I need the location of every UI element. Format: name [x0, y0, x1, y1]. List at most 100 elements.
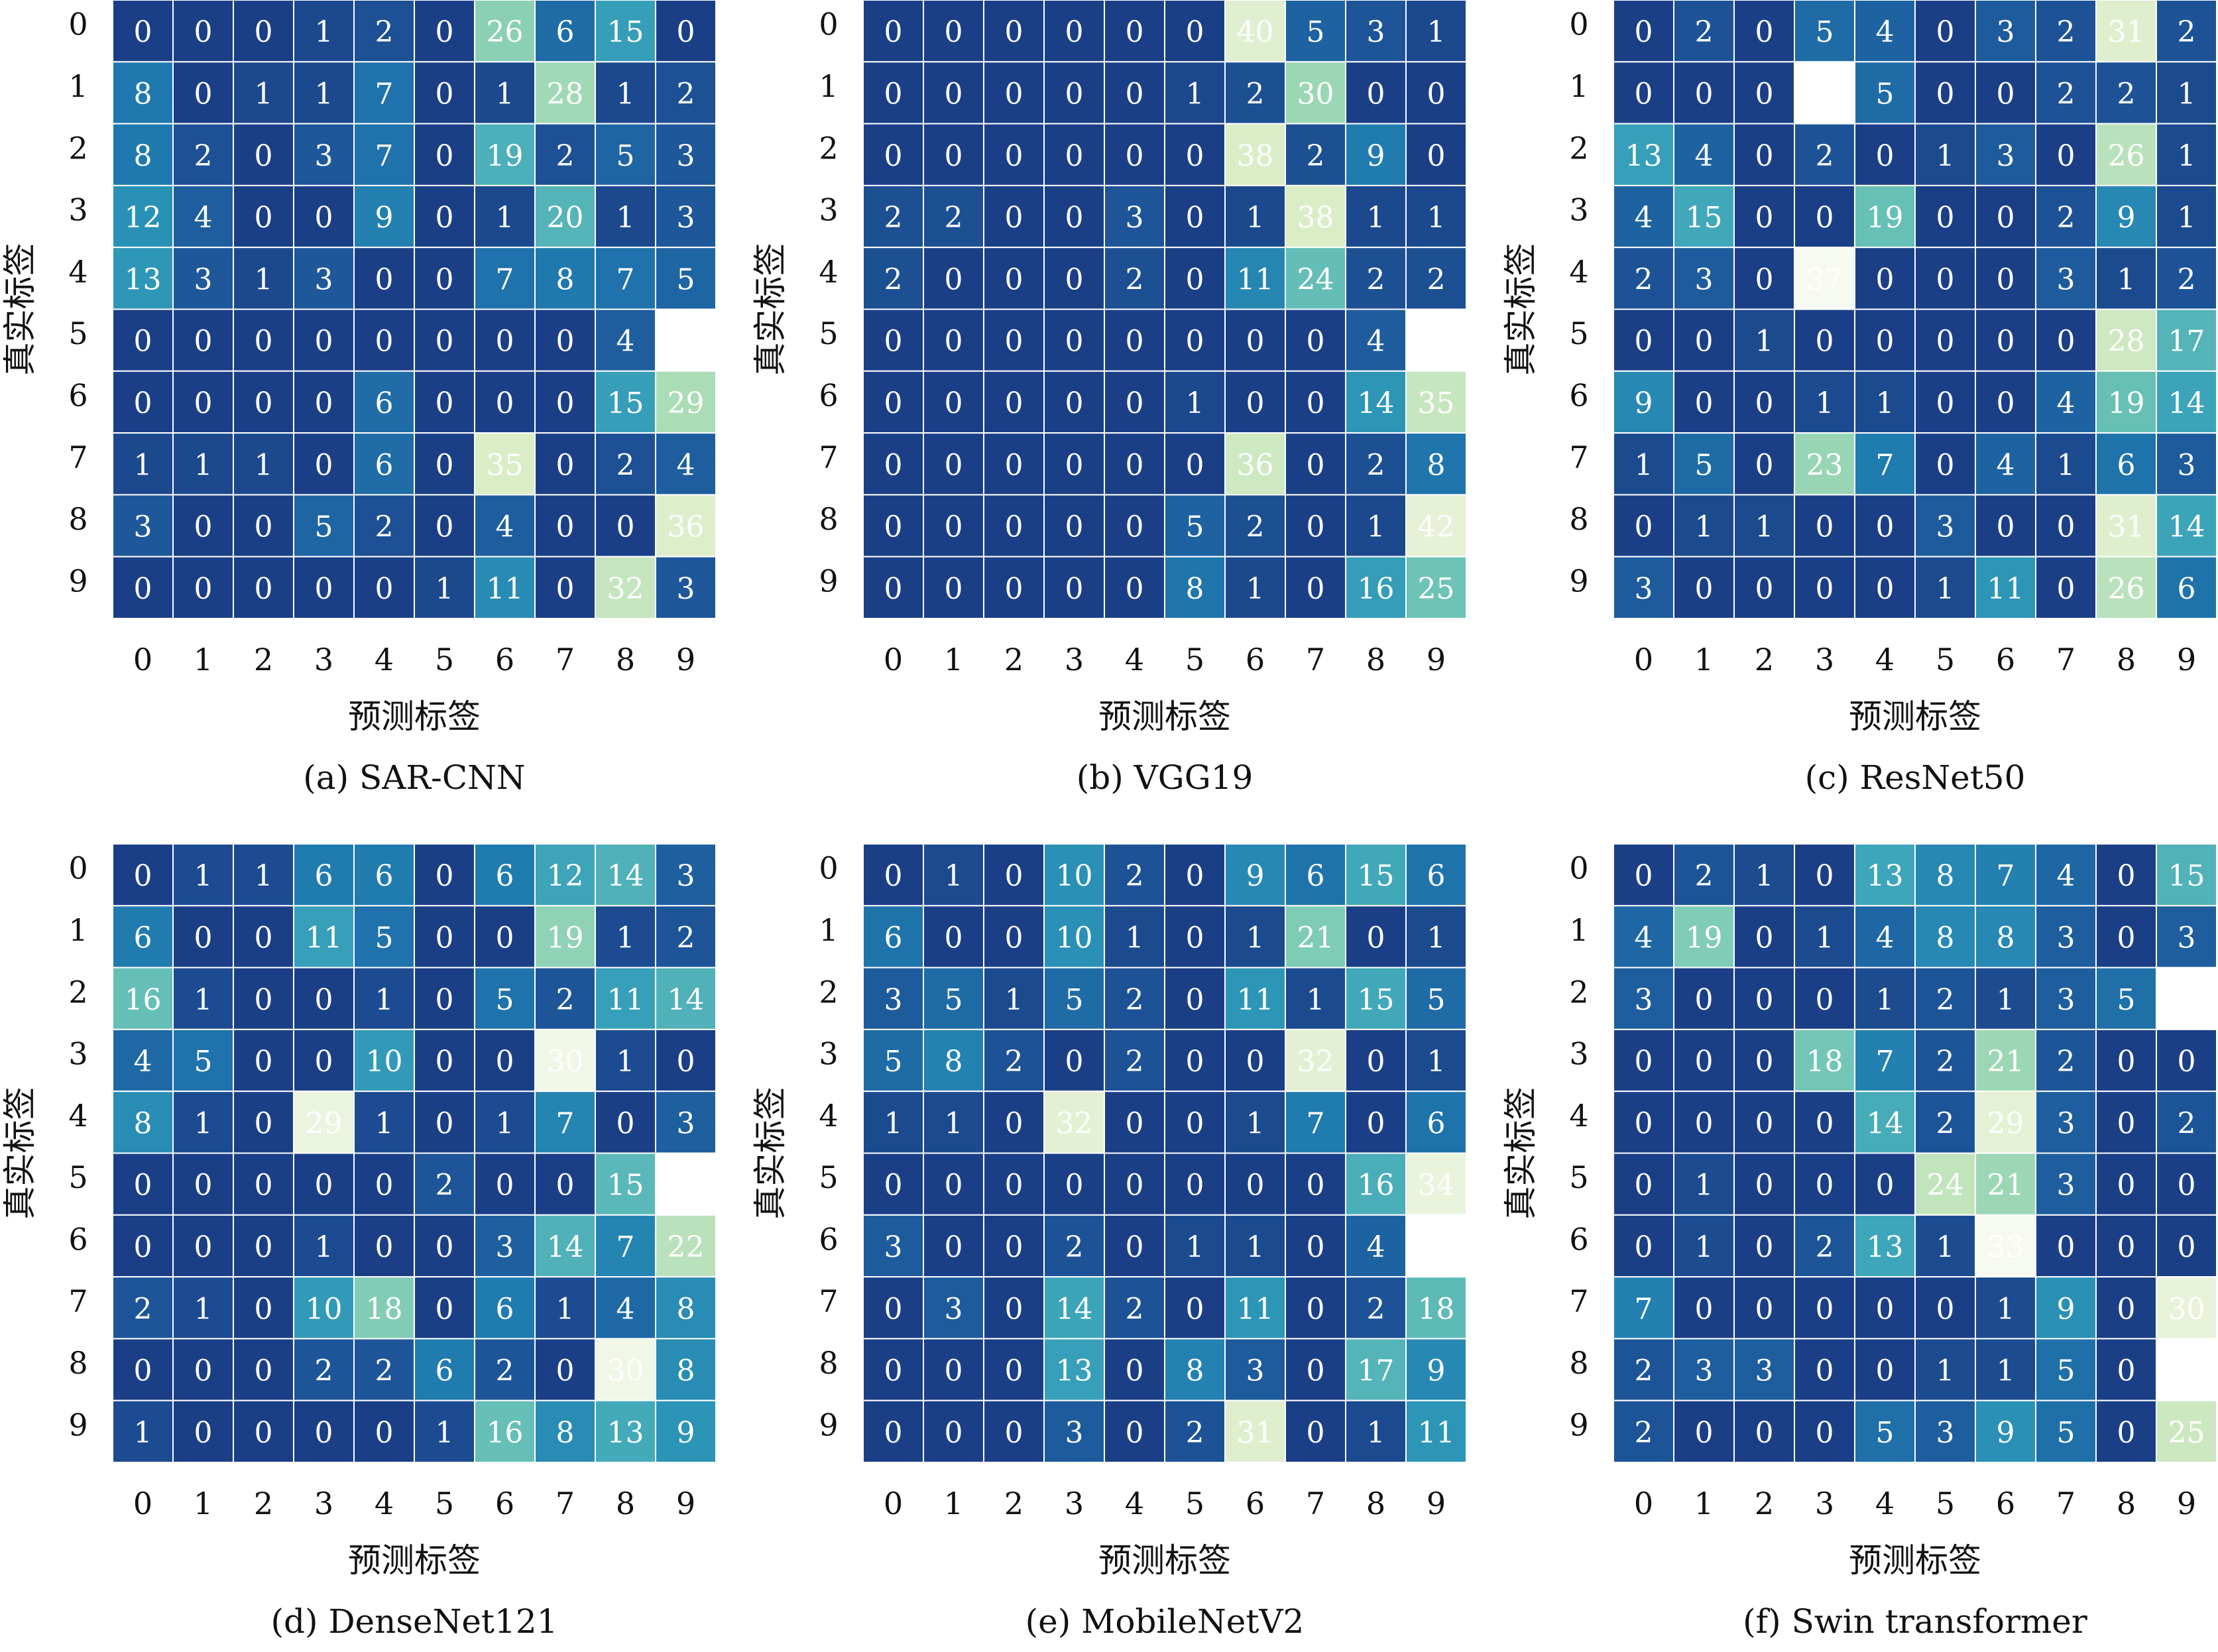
- matrix-cell: [1794, 1399, 1855, 1463]
- matrix-cell: [655, 184, 717, 249]
- cell-value-label: 0: [1005, 510, 1023, 544]
- cell-value-label: 5: [1307, 15, 1325, 49]
- cell-value-label: 4: [2057, 386, 2075, 420]
- y-axis-title: 真实标签: [751, 1087, 789, 1220]
- cell-value-label: 8: [134, 77, 152, 111]
- cell-value-label: 2: [1005, 1045, 1023, 1079]
- x-axis-title: 预测标签: [348, 697, 481, 736]
- matrix-cell: [353, 843, 415, 907]
- x-axis-title: 预测标签: [1849, 1541, 1981, 1580]
- matrix-cell: [1405, 494, 1467, 558]
- matrix-cell: [1104, 967, 1165, 1030]
- cell-value-label: 1: [1246, 1106, 1265, 1140]
- cell-value-label: 7: [1635, 1292, 1653, 1326]
- y-tick-label: 2: [68, 130, 88, 166]
- cell-value-label: 5: [1065, 983, 1084, 1017]
- matrix-cell: [1285, 61, 1346, 125]
- matrix-cell: [172, 432, 234, 496]
- cell-value-label: 0: [375, 572, 394, 606]
- y-tick-label: 0: [68, 851, 88, 886]
- x-tick-label: 7: [555, 642, 575, 678]
- cell-value-label: 5: [1427, 983, 1446, 1017]
- cell-value-label: 0: [1126, 1230, 1144, 1264]
- y-tick-label: 8: [819, 1345, 838, 1381]
- cell-value-label: 0: [1367, 1045, 1385, 1079]
- matrix-cell: [1043, 1399, 1105, 1463]
- matrix-cell: [1043, 1276, 1105, 1340]
- cell-value-label: 0: [134, 1230, 152, 1264]
- cell-value-label: 0: [496, 386, 514, 420]
- cell-value-label: 1: [616, 77, 635, 111]
- cell-value-label: 0: [1065, 386, 1084, 420]
- cell-value-label: 2: [496, 1354, 514, 1388]
- matrix-cell: [923, 1399, 984, 1463]
- cell-value-label: 1: [1997, 1292, 2015, 1326]
- cell-value-label: 0: [194, 921, 213, 955]
- matrix-cell: [2035, 184, 2097, 249]
- cell-value-label: 13: [607, 1416, 644, 1450]
- cell-value-label: 0: [616, 1106, 635, 1140]
- cell-value-label: 0: [1755, 448, 1774, 482]
- cell-value-label: 50: [1418, 325, 1455, 359]
- matrix-cell: [1285, 1091, 1346, 1154]
- cell-value-label: 3: [884, 1230, 903, 1264]
- cell-value-label: 2: [315, 1354, 333, 1388]
- matrix-cell: [1405, 1091, 1467, 1154]
- cell-value-label: 0: [255, 1169, 273, 1203]
- cell-value-label: 0: [1065, 15, 1084, 49]
- cell-value-label: 3: [1635, 572, 1653, 606]
- cell-value-label: 0: [1816, 201, 1834, 235]
- matrix-cell: [655, 1399, 717, 1463]
- cell-value-label: 0: [1246, 386, 1265, 420]
- cell-value-label: 0: [1876, 572, 1895, 606]
- x-tick-label: 5: [1936, 1486, 1955, 1521]
- matrix-cell: [474, 1276, 536, 1340]
- matrix-cell: [1224, 1214, 1286, 1278]
- cell-value-label: 0: [1005, 139, 1023, 173]
- y-tick-label: 5: [68, 1159, 88, 1195]
- y-axis-title: 真实标签: [1, 1087, 39, 1220]
- matrix-cell: [1345, 905, 1407, 969]
- matrix-cell: [1405, 61, 1467, 125]
- cell-value-label: 0: [1307, 1230, 1325, 1264]
- cell-value-label: 0: [1997, 510, 2015, 544]
- matrix-cell: [983, 967, 1045, 1030]
- cell-value-label: 1: [194, 1106, 213, 1140]
- matrix-cell: [1164, 1091, 1226, 1154]
- cell-value-label: 0: [1755, 572, 1774, 606]
- cell-value-label: 2: [1695, 15, 1714, 49]
- cell-value-label: 2: [1367, 1292, 1385, 1326]
- cell-value-label: 8: [1936, 859, 1955, 893]
- y-tick-label: 7: [68, 1283, 88, 1319]
- matrix-cell: [1794, 1276, 1855, 1340]
- cell-value-label: 1: [1936, 1354, 1955, 1388]
- cell-value-label: 0: [1755, 77, 1774, 111]
- cell-value-label: 1: [1246, 201, 1265, 235]
- cell-value-label: 3: [1695, 1354, 1714, 1388]
- y-tick-label: 9: [1569, 563, 1588, 599]
- y-tick-label: 6: [819, 377, 838, 413]
- matrix-cell: [1043, 247, 1105, 310]
- matrix-cell: [1043, 0, 1105, 63]
- cell-value-label: 2: [1246, 510, 1265, 544]
- matrix-cell: [1914, 432, 1976, 496]
- cell-value-label: 2: [677, 921, 695, 955]
- x-tick-label: 4: [375, 642, 394, 678]
- matrix-cell: [1975, 1028, 2036, 1092]
- cell-value-label: 1: [616, 1045, 635, 1079]
- cell-value-label: 1: [1997, 1354, 2015, 1388]
- cell-value-label: 0: [2057, 325, 2075, 359]
- y-tick-label: 3: [1569, 192, 1588, 228]
- matrix-cell: [1285, 184, 1346, 249]
- cell-value-label: 35: [487, 448, 524, 482]
- cell-value-label: 0: [2057, 572, 2075, 606]
- matrix-cell: [1914, 247, 1976, 310]
- cell-value-label: 0: [1695, 1292, 1714, 1326]
- matrix-cell: [1673, 967, 1735, 1030]
- cell-value-label: 0: [1186, 859, 1204, 893]
- cell-value-label: 2: [436, 1169, 454, 1203]
- cell-value-label: 2: [1126, 859, 1144, 893]
- cell-value-label: 0: [1755, 921, 1774, 955]
- cell-value-label: 0: [884, 386, 903, 420]
- y-tick-label: 0: [1569, 7, 1588, 42]
